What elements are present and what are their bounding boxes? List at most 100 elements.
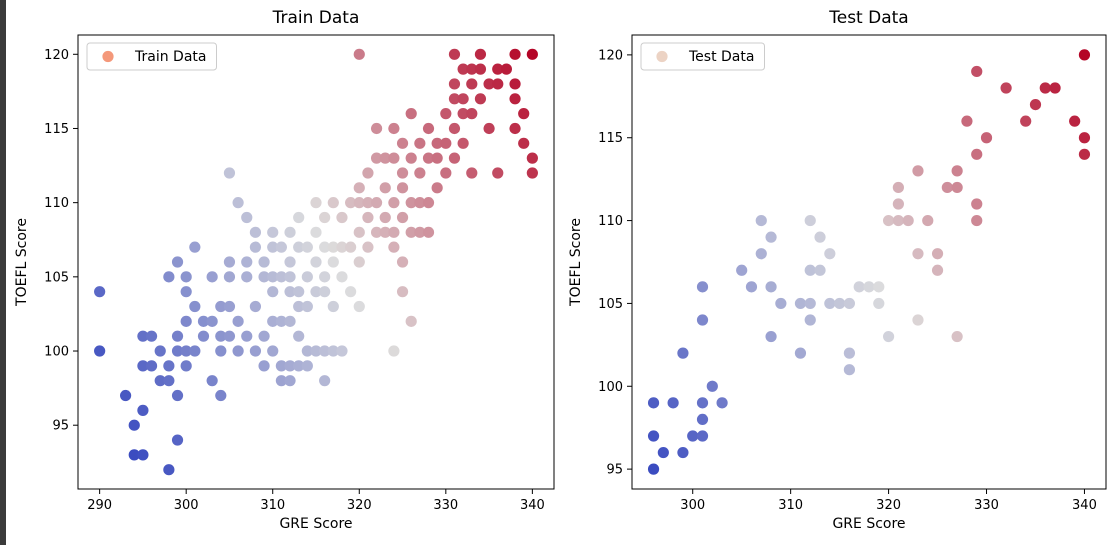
train-point [483,78,495,90]
train-point [258,271,270,283]
train-point [301,345,313,357]
test-point [1069,115,1081,127]
train-point [223,271,236,283]
window-edge-strip [0,0,6,545]
train-point [431,137,443,149]
test-point [971,148,983,160]
train-point [284,271,296,283]
test-x-tick-label: 320 [876,498,901,513]
train-point [128,419,140,431]
test-point [814,264,826,276]
test-point [765,330,777,343]
train-point [189,345,201,357]
train-point [223,256,236,268]
train-point [414,197,426,209]
train-x-tick-label: 290 [87,498,112,513]
test-point [696,413,709,426]
test-point [804,314,816,326]
train-point [440,137,452,149]
test-point [1078,49,1091,61]
test-point [677,347,689,359]
test-point [804,264,816,276]
test-point [912,165,924,177]
test-y-tick-label: 120 [598,48,623,63]
train-point [319,271,331,283]
train-point [388,345,400,357]
test-point [922,214,934,227]
test-point [1039,82,1051,94]
test-point [971,65,983,78]
test-point [765,281,777,293]
train-x-tick-label: 340 [520,498,545,513]
train-point [310,286,322,298]
train-point [310,256,322,268]
test-point [677,446,689,459]
train-point [301,300,313,313]
train-point [509,78,521,90]
train-point [353,226,365,238]
train-point [492,78,504,90]
test-x-tick-label: 340 [1072,498,1097,513]
train-point [327,345,339,357]
train-point [120,389,132,402]
train-point [431,182,443,194]
train-point [284,226,296,238]
train-point [293,300,305,313]
train-point [301,271,313,283]
train-point [370,197,383,209]
train-y-tick-label: 95 [52,419,69,434]
train-point [215,330,227,342]
train-point [94,345,106,357]
train-point [232,345,244,357]
train-point [379,182,391,194]
test-point [755,248,767,260]
train-point [293,360,305,372]
test-point [834,297,846,310]
train-x-tick-label: 330 [433,498,458,513]
test-point [843,347,856,359]
train-point [526,167,538,179]
train-point [388,152,400,164]
test-data-panel: Test Data GRE Score TOEFL Score 300 310 32… [568,8,1107,532]
train-point [128,449,140,461]
train-point [180,286,192,298]
test-point [716,397,728,409]
test-point [647,463,660,475]
train-point [474,48,487,60]
train-point [474,93,487,105]
train-point [163,464,175,476]
train-point [267,241,279,253]
train-point [137,449,149,461]
train-point [327,197,339,209]
test-x-tick-label: 310 [778,498,803,513]
train-point [232,197,244,209]
test-point [667,397,679,409]
test-y-tick-label: 110 [598,214,623,229]
train-legend-marker [102,50,114,63]
train-point [267,315,279,327]
train-point [284,375,296,387]
test-point [1029,98,1042,111]
train-point [154,375,166,387]
train-point [353,48,365,60]
train-point [388,122,400,135]
train-point [345,241,357,253]
test-point [931,264,944,276]
test-point [971,198,983,210]
train-point [448,93,461,105]
train-point [267,271,279,283]
test-point [912,248,924,260]
train-legend: Train Data [86,42,217,71]
train-point [492,167,504,179]
train-point [448,48,461,60]
train-point [310,197,322,209]
train-legend-box [86,42,217,71]
test-point [902,214,914,227]
train-point [466,167,478,179]
train-point [301,241,313,253]
train-point [189,241,201,253]
train-point [137,404,149,416]
test-point [696,314,709,326]
train-point [171,345,184,357]
train-point [171,434,184,446]
